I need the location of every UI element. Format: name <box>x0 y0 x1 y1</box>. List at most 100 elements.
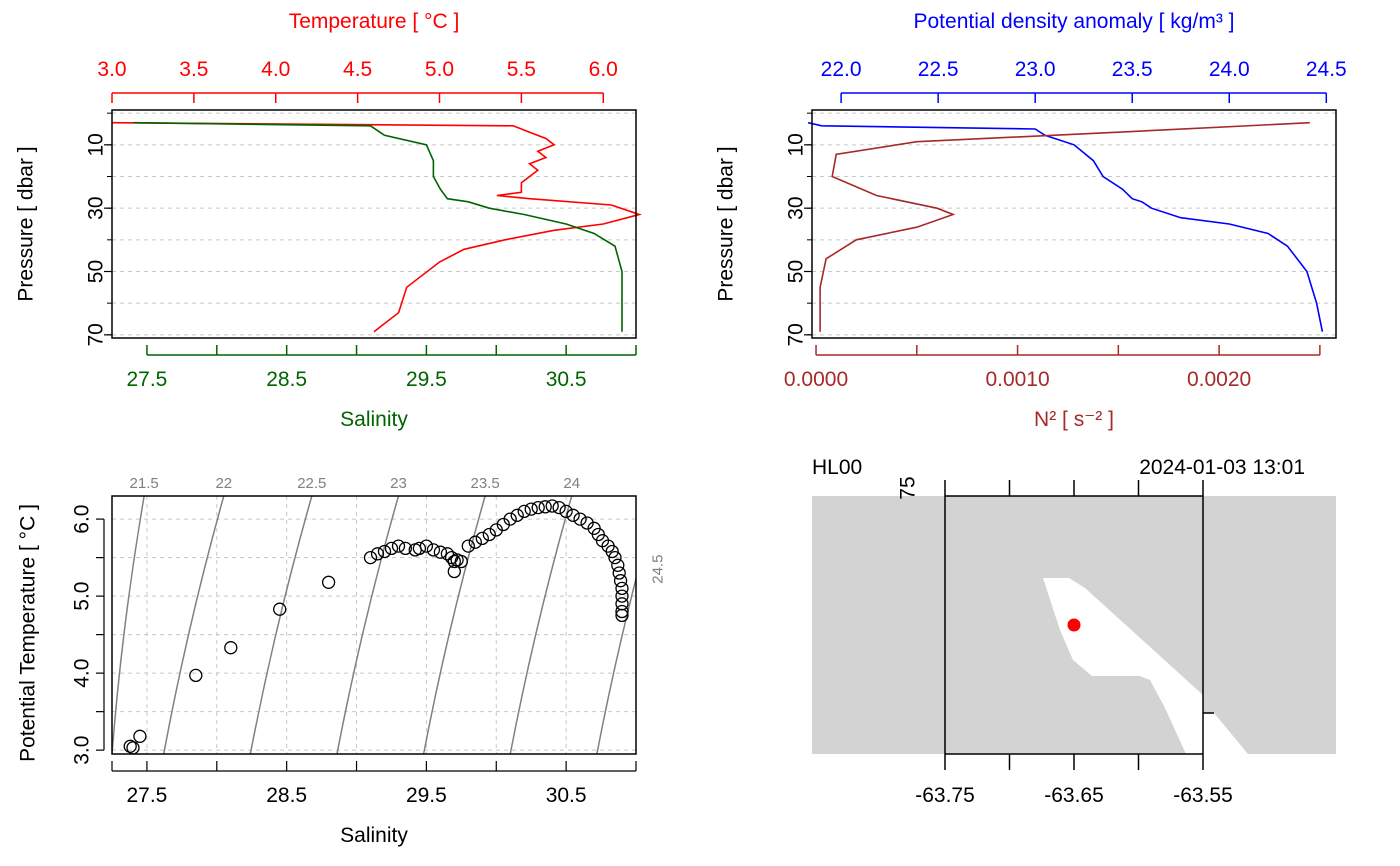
data-point <box>433 545 448 559</box>
panel-ts-profile: 10 30 50 70 Pressure [ dbar ] 3.0 3.5 4.0 4.5 5.0… <box>15 10 643 431</box>
plot-frame <box>811 109 1337 339</box>
data-point <box>273 602 287 616</box>
station-marker <box>1067 618 1081 632</box>
top-tick-label: 3.0 <box>97 58 126 81</box>
x-axis-label: Salinity <box>340 824 408 847</box>
top-tick-label: 24.5 <box>1306 58 1347 81</box>
series-line-1 <box>132 121 623 332</box>
bottom-axis-label: Salinity <box>340 408 408 431</box>
data-point <box>189 668 203 683</box>
plot-frame <box>111 495 637 755</box>
isopycnal-label: 23 <box>390 475 407 492</box>
isopycnal-line <box>112 496 145 754</box>
isopycnal-line <box>336 496 400 754</box>
bottom-tick-label: 29.5 <box>406 368 447 391</box>
isopycnal-label: 22 <box>215 475 232 492</box>
y-axis-label: Pressure [ dbar ] <box>715 146 738 301</box>
x-tick-label: 29.5 <box>406 784 447 807</box>
top-tick-label: 4.5 <box>343 58 372 81</box>
data-point <box>321 575 336 589</box>
top-axis: 22.0 22.5 23.0 23.5 24.0 24.5 Potential densit… <box>821 10 1347 103</box>
y-tick-label: 6.0 <box>71 505 94 534</box>
isopycnal-line <box>509 496 573 754</box>
data-point <box>447 564 461 579</box>
data-point <box>545 499 559 513</box>
y-axis: 10 30 50 70 Pressure [ dbar ] <box>15 112 112 347</box>
data-point <box>524 502 538 516</box>
data-point <box>133 729 147 743</box>
panel-ts-diagram: 21.5 22 22.5 23 23.5 24 24.5 27.5 28.5 29.5 30.5 Sa… <box>17 475 667 847</box>
data-point <box>615 608 629 623</box>
top-tick-label: 5.0 <box>425 58 454 81</box>
data-point <box>510 508 524 522</box>
scatter-points <box>123 499 629 755</box>
y-tick-label: 10 <box>785 133 808 156</box>
top-axis-label: Potential density anomaly [ kg/m³ ] <box>914 10 1235 33</box>
series-line-0 <box>111 121 643 333</box>
data-point <box>559 504 573 519</box>
top-tick-label-fragment: 75 <box>897 476 920 499</box>
top-tick-label: 22.5 <box>918 58 959 81</box>
bottom-tick-label: 0.0020 <box>1187 368 1251 391</box>
plot-frame <box>111 109 637 339</box>
y-tick-label: 70 <box>85 323 108 346</box>
data-point <box>482 527 496 542</box>
top-tick-label: 24.0 <box>1209 58 1250 81</box>
top-axis: 3.0 3.5 4.0 4.5 5.0 5.5 6.0 Temperature [ °C ] <box>97 10 618 103</box>
data-point <box>224 641 238 655</box>
top-tick-label: 6.0 <box>589 58 618 81</box>
top-axis-label: Temperature [ °C ] <box>289 10 460 33</box>
data-point <box>447 554 461 569</box>
isopycnal-line <box>596 575 636 754</box>
data-point <box>419 539 434 553</box>
isopycnal-label: 23.5 <box>470 475 499 492</box>
series-line-0 <box>807 121 1324 332</box>
x-tick-label: 27.5 <box>126 784 167 807</box>
isopycnal-line <box>422 496 486 754</box>
y-axis: 10 30 50 70 Pressure [ dbar ] <box>715 112 812 347</box>
y-axis: 3.0 4.0 5.0 6.0 Potential Temperature [ °C ] <box>17 504 105 765</box>
x-tick-label: -63.65 <box>1044 784 1104 807</box>
data-point <box>398 541 413 556</box>
bottom-tick-label: 28.5 <box>266 368 307 391</box>
data-point <box>412 541 427 556</box>
isopycnal-label: 24.5 <box>650 555 667 584</box>
data-point <box>566 508 580 522</box>
y-axis-label: Pressure [ dbar ] <box>15 146 38 301</box>
y-axis-label: Potential Temperature [ °C ] <box>17 504 40 762</box>
bottom-tick-label: 0.0000 <box>784 368 848 391</box>
data-point <box>615 589 629 603</box>
bottom-axis-label: N² [ s⁻² ] <box>1034 408 1114 431</box>
data-point <box>552 500 566 515</box>
data-point <box>538 500 552 514</box>
data-point <box>468 535 482 549</box>
top-tick-label: 23.0 <box>1015 58 1056 81</box>
station-label: HL00 <box>812 456 862 479</box>
y-tick-label: 4.0 <box>71 659 94 688</box>
data-point <box>503 512 517 526</box>
timestamp: 2024-01-03 13:01 <box>1139 456 1305 479</box>
y-tick-label: 3.0 <box>71 736 94 765</box>
y-tick-label: 70 <box>785 323 808 346</box>
top-tick-label: 4.0 <box>261 58 290 81</box>
data-point <box>615 581 629 596</box>
data-point <box>454 554 468 569</box>
top-tick-label: 23.5 <box>1112 58 1153 81</box>
x-tick-label: 30.5 <box>546 784 587 807</box>
bottom-axis: 0.0000 0.0010 0.0020 N² [ s⁻² ] <box>784 345 1321 431</box>
top-tick-label: 5.5 <box>507 58 536 81</box>
data-point <box>573 512 587 526</box>
isopycnal-line <box>162 496 225 754</box>
x-tick-label: 28.5 <box>266 784 307 807</box>
y-tick-label: 5.0 <box>71 582 94 611</box>
bottom-tick-label: 30.5 <box>546 368 587 391</box>
panel-station-map: HL00 2024-01-03 13:01 75 -63.75 -63.65 -63.55 <box>812 456 1336 807</box>
data-point <box>391 539 406 553</box>
top-tick-label: 3.5 <box>179 58 208 81</box>
data-point <box>363 550 378 565</box>
y-tick-label: 30 <box>85 196 108 219</box>
series-line-1 <box>819 121 1310 332</box>
data-point <box>440 547 455 561</box>
data-point <box>531 500 545 515</box>
